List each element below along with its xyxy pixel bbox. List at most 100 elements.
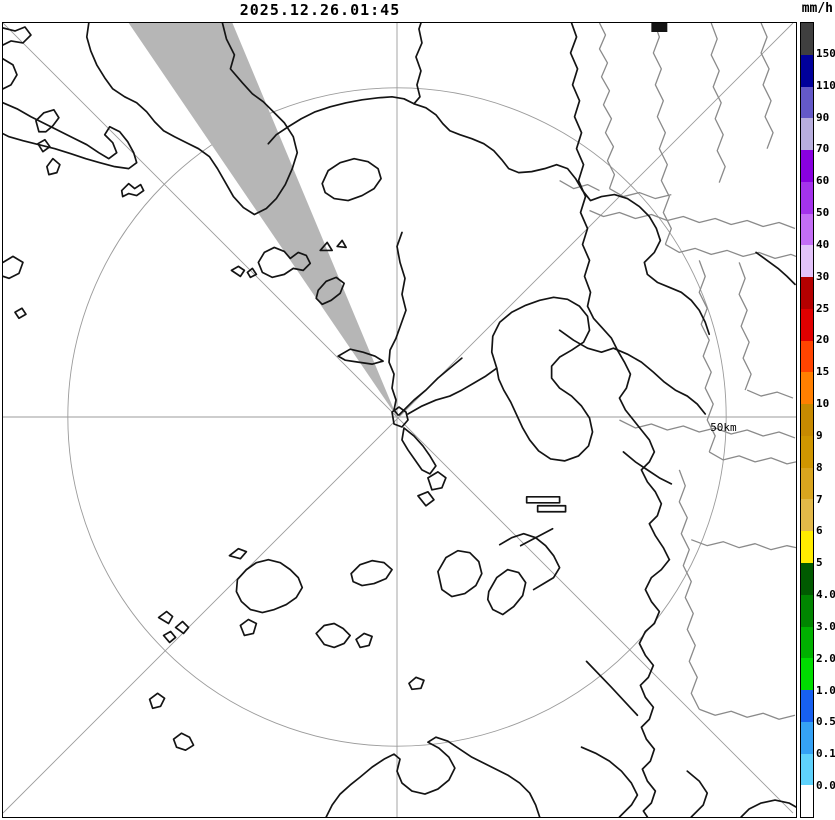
radar-map-svg: 50km — [3, 23, 796, 817]
colorbar-segment — [801, 181, 813, 214]
colorbar-segment — [801, 594, 813, 627]
colorbar-tick-label: 4.0 — [816, 587, 835, 601]
radar-map: 50km — [2, 22, 797, 818]
coastline-path — [319, 241, 334, 252]
admin-boundary-path — [678, 469, 700, 710]
colorbar-tick-label: 40 — [816, 237, 830, 251]
coastline-path — [569, 23, 619, 352]
coastline-path — [315, 276, 345, 306]
colorbar-scale-labels: 150 110 90 70 60 50 40 30 25 20 15 10 9 8 7 6 5 4.0 3.0 2.0… — [816, 22, 835, 818]
admin-boundaries-layer — [559, 23, 796, 720]
coastline-path — [580, 746, 639, 817]
coastline-path — [46, 157, 61, 176]
coastline-path — [498, 532, 561, 591]
admin-boundary-path — [619, 419, 796, 439]
coastline-path — [336, 239, 347, 249]
coastline-path — [391, 406, 409, 428]
coastline-path — [148, 692, 166, 710]
coastline-path — [585, 660, 639, 717]
coastline-path — [85, 23, 299, 216]
no-data-wedge-sector — [128, 23, 398, 418]
map-filled-mark — [651, 23, 668, 32]
admin-boundary-path — [738, 262, 752, 391]
colorbar-segment — [801, 563, 813, 595]
coastline-path — [174, 620, 190, 635]
coastline-path — [35, 108, 60, 133]
coastline-path — [228, 547, 248, 560]
colorbar-segment — [801, 690, 813, 722]
colorbar-segment — [801, 372, 813, 405]
coastline-path — [525, 495, 561, 504]
colorbar-tick-label: 9 — [816, 428, 823, 442]
coastline-path — [616, 349, 671, 561]
coastline-path — [490, 296, 594, 462]
colorbar-segment — [801, 435, 813, 468]
coastline-path — [14, 307, 27, 320]
admin-boundary-path — [746, 389, 794, 399]
colorbar-segment — [801, 753, 813, 786]
coastline-path — [408, 676, 425, 691]
colorbar-segment — [801, 277, 813, 309]
coastline-path — [3, 26, 32, 46]
colorbar-segment — [801, 23, 813, 55]
colorbar-segment — [801, 531, 813, 564]
colorbar-segment — [801, 785, 813, 818]
colorbar-tick-label: 10 — [816, 396, 830, 410]
colorbar-tick-label: 60 — [816, 174, 830, 188]
colorbar-tick-label: 70 — [816, 142, 830, 156]
colorbar-tick-label: 150 — [816, 46, 835, 60]
colorbar-tick-label: 110 — [816, 78, 835, 92]
coastline-path — [622, 451, 673, 485]
colorbar-segment — [801, 118, 813, 151]
coastline-path — [230, 265, 246, 278]
admin-boundary-path — [652, 23, 672, 245]
coastline-path — [3, 58, 18, 90]
units-label: mm/h — [801, 1, 833, 16]
coastline-path — [686, 770, 709, 817]
colorbar-segment — [801, 213, 813, 246]
coastline-path — [413, 102, 711, 336]
coastline-path — [267, 23, 423, 145]
coastline-path — [321, 157, 382, 202]
colorbar-tick-label: 0.5 — [816, 715, 835, 729]
rain-intensity-colorbar — [800, 22, 814, 818]
admin-boundary-path — [710, 23, 726, 183]
colorbar-tick-label: 2.0 — [816, 651, 835, 665]
coastline-path — [755, 251, 796, 286]
coastline-path — [3, 101, 138, 170]
colorbar-segment — [801, 658, 813, 691]
coastline-path — [486, 568, 527, 616]
admin-boundary-path — [609, 188, 672, 200]
timestamp-title: 2025.12.26.01:45 — [239, 1, 401, 19]
colorbar-segment — [801, 467, 813, 500]
range-grid-layer — [3, 23, 796, 817]
coastline-path — [257, 246, 312, 279]
colorbar-tick-label: 7 — [816, 492, 823, 506]
range-ring-label: 50km — [710, 421, 737, 434]
coastline-path — [536, 504, 567, 513]
colorbar-segment — [801, 54, 813, 87]
colorbar-tick-label: 0.0 — [816, 779, 835, 793]
colorbar-tick-label: 50 — [816, 205, 830, 219]
colorbar-tick-label: 1.0 — [816, 683, 835, 697]
admin-boundary-path — [598, 23, 616, 189]
colorbar-tick-label: 0.1 — [816, 747, 835, 761]
colorbar-tick-label: 30 — [816, 269, 830, 283]
coastline-path — [398, 357, 463, 416]
colorbar-segment — [801, 86, 813, 119]
colorbar-tick-label: 8 — [816, 460, 823, 474]
coastline-path — [315, 622, 351, 649]
admin-boundary-path — [708, 451, 796, 465]
colorbar-segment — [801, 308, 813, 341]
colorbar-tick-label: 20 — [816, 333, 830, 347]
coastline-path — [401, 427, 437, 475]
admin-boundary-path — [665, 243, 796, 260]
admin-boundary-path — [589, 209, 796, 230]
colorbar-segment — [801, 499, 813, 532]
admin-boundary-path — [760, 23, 774, 149]
coastline-path — [172, 732, 195, 752]
colorbar-tick-label: 25 — [816, 301, 830, 315]
crosshair-gridline — [3, 23, 794, 814]
admin-boundary-path — [691, 539, 796, 551]
